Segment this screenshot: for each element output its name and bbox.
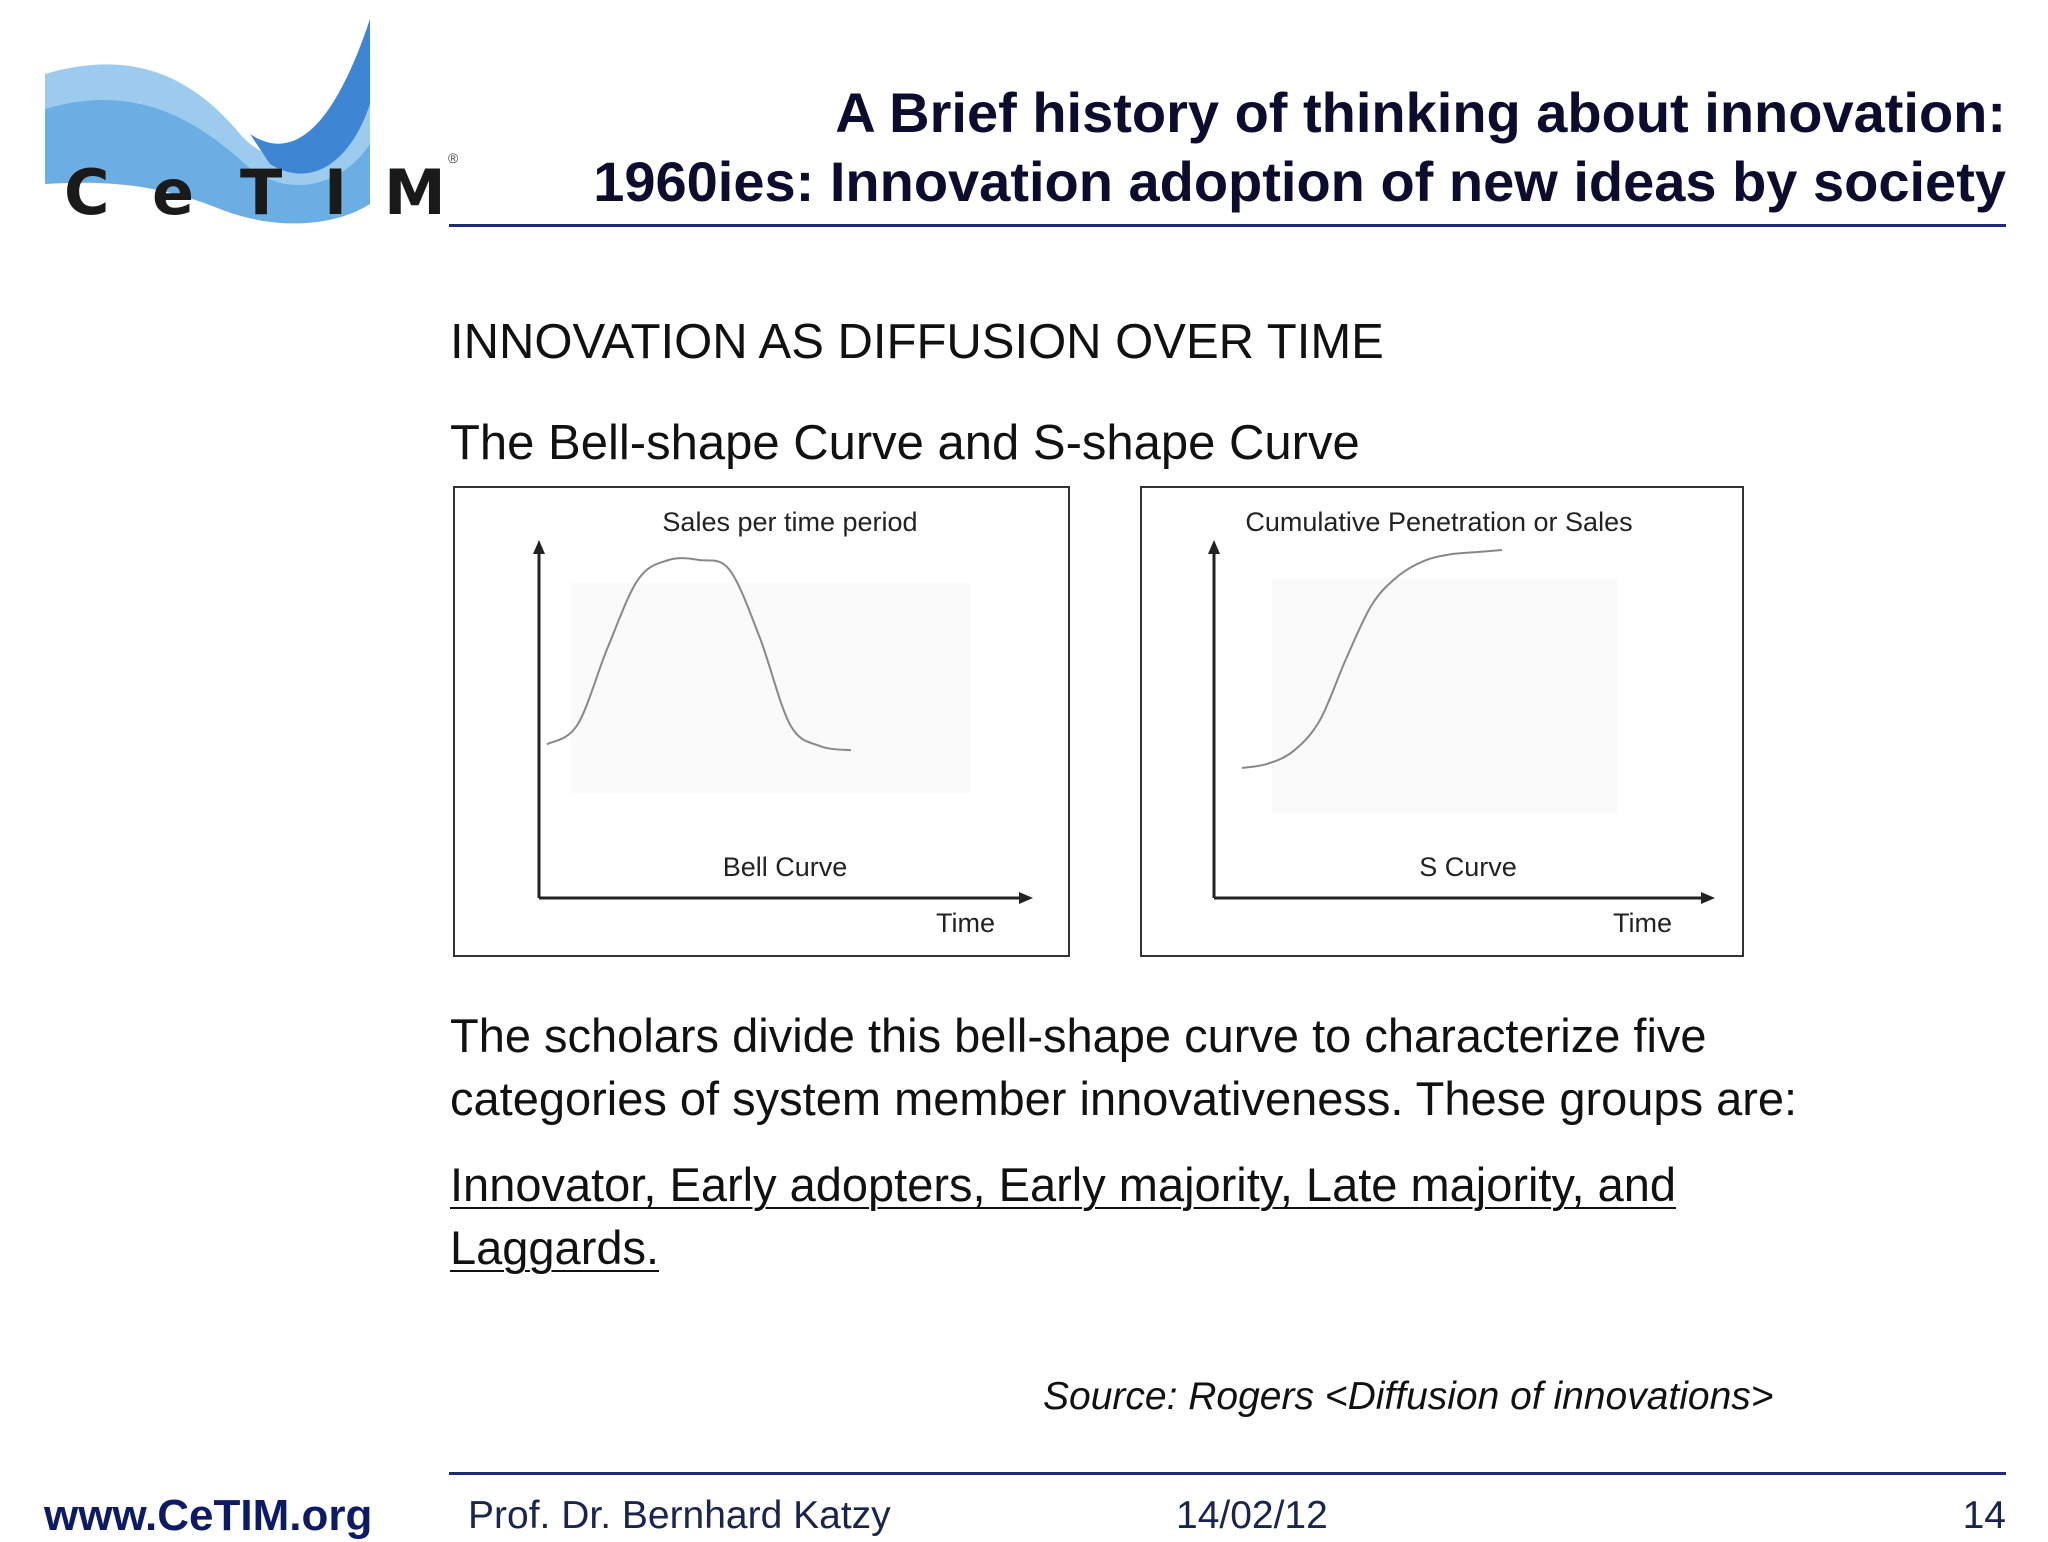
groups-line: Innovator, Early adopters, Early majorit… (450, 1158, 1677, 1211)
registered-mark: ® (448, 150, 459, 166)
y-axis-arrow (1208, 540, 1220, 554)
slide-title-line: A Brief history of thinking about innova… (835, 81, 2006, 144)
paragraph-line: categories of system member innovativene… (450, 1072, 1798, 1125)
x-axis-label: Time (1613, 908, 1672, 938)
s-curve-svg: Cumulative Penetration or Sales S Curve … (1208, 507, 1715, 938)
bell-curve-svg: Sales per time period Bell Curve Time (533, 507, 1033, 938)
chart-title: Cumulative Penetration or Sales (1245, 507, 1632, 537)
x-axis-arrow (1019, 892, 1033, 904)
logo-letter: e (152, 156, 195, 229)
x-axis-label: Time (936, 908, 995, 938)
slide-title: A Brief history of thinking about innova… (466, 78, 2006, 216)
slide-title-line: 1960ies: Innovation adoption of new idea… (593, 150, 2006, 213)
title-divider (449, 224, 2006, 227)
logo-letter: C (64, 156, 110, 229)
curve-label: Bell Curve (723, 852, 848, 882)
cetim-logo (45, 19, 370, 224)
chart-title: Sales per time period (662, 507, 917, 537)
plot-background (1272, 578, 1617, 813)
logo-letter: T (240, 156, 283, 229)
logo-dark-wave (250, 19, 370, 174)
x-axis-arrow (1701, 892, 1715, 904)
s-curve-chart: Cumulative Penetration or Sales S Curve … (1140, 486, 1744, 957)
footer-divider (449, 1472, 2006, 1475)
logo-wordmark: C e T I M ® (44, 150, 464, 230)
y-axis-arrow (533, 540, 545, 554)
curve-label: S Curve (1419, 852, 1517, 882)
body-paragraph: The scholars divide this bell-shape curv… (450, 1004, 1797, 1130)
section-heading: INNOVATION AS DIFFUSION OVER TIME (450, 315, 1384, 369)
bell-curve-chart: Sales per time period Bell Curve Time (453, 486, 1070, 957)
logo-mid-wave (45, 100, 370, 224)
source-citation: Source: Rogers <Diffusion of innovations… (1043, 1375, 1774, 1418)
logo-letter: M (384, 156, 446, 229)
subheading: The Bell-shape Curve and S-shape Curve (450, 416, 1360, 470)
footer-date: 14/02/12 (1176, 1494, 1328, 1537)
groups-line: Laggards. (450, 1221, 660, 1274)
footer-author: Prof. Dr. Bernhard Katzy (468, 1494, 891, 1537)
bell-curve-line (546, 557, 852, 752)
s-curve-line (1241, 549, 1503, 769)
footer-website: www.CeTIM.org (44, 1491, 373, 1540)
adopter-groups: Innovator, Early adopters, Early majorit… (450, 1153, 1676, 1279)
logo-letter: I (324, 156, 348, 229)
page-number: 14 (1962, 1494, 2006, 1537)
plot-background (570, 583, 970, 793)
paragraph-line: The scholars divide this bell-shape curv… (450, 1009, 1707, 1062)
